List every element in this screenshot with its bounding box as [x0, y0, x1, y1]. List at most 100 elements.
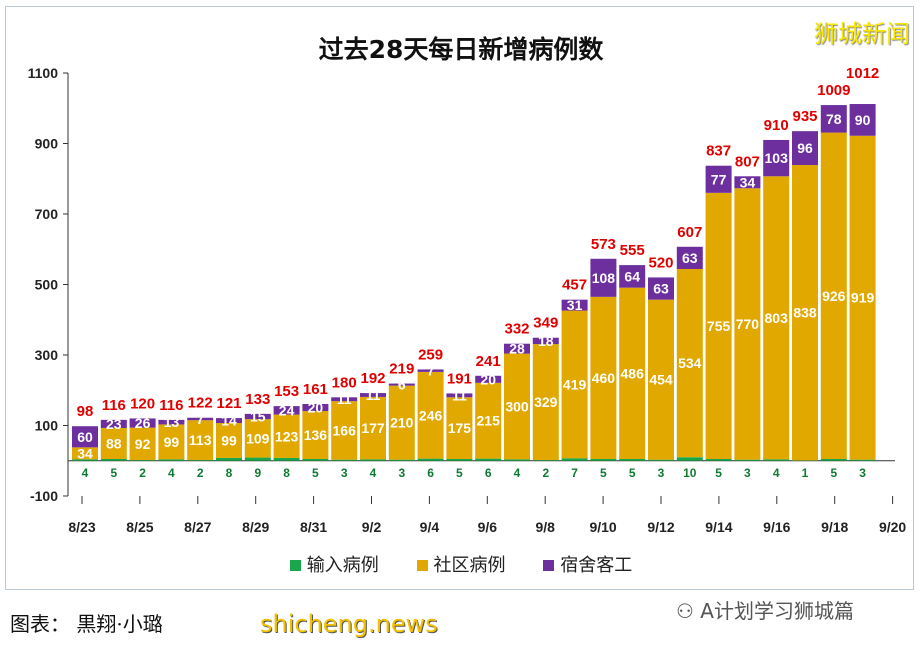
bar-segment	[158, 459, 185, 461]
legend-item: 输入病例	[289, 555, 379, 576]
bar-segment	[475, 458, 502, 461]
bar-segment	[72, 426, 98, 448]
brand-logo: 狮城新闻	[814, 20, 910, 48]
bar-segment	[676, 246, 703, 269]
bar-segment	[129, 460, 156, 461]
chart-plot: -100 100 300 500 700 900 1100 8/23 8/25 8/27 8/29 8…	[28, 65, 907, 535]
total-label: 807	[735, 153, 760, 170]
data-label: 3	[859, 466, 866, 480]
data-label: 123	[275, 428, 299, 444]
bar-segment	[705, 192, 732, 459]
bar-segment	[475, 382, 502, 459]
data-label: 4	[168, 466, 175, 480]
legend-swatch	[289, 560, 301, 571]
total-label: 573	[591, 236, 616, 253]
data-label: 300	[505, 398, 529, 414]
total-label: 935	[792, 108, 817, 125]
data-label: 24	[279, 402, 295, 418]
total-label: 1012	[846, 65, 879, 82]
total-label: 241	[476, 353, 501, 370]
bar-segment	[244, 419, 271, 458]
data-label: 20	[308, 400, 324, 416]
bar-segment	[532, 344, 559, 461]
data-label: 803	[765, 310, 789, 326]
total-label: 910	[764, 117, 789, 134]
bar-segment	[187, 420, 214, 461]
bar-segment	[763, 139, 790, 177]
data-label: 34	[77, 445, 93, 461]
data-label: 20	[480, 371, 496, 387]
data-label: 329	[534, 394, 558, 410]
total-label: 191	[447, 370, 472, 387]
legend-label: 输入病例	[306, 555, 379, 576]
legend-item: 社区病例	[416, 555, 506, 576]
bar-segment	[849, 459, 876, 461]
chart-frame	[5, 6, 914, 590]
data-label: 26	[135, 415, 151, 431]
bar-segment	[590, 296, 617, 459]
bar-segment	[446, 458, 473, 461]
bar-segment	[273, 457, 300, 461]
data-label: 460	[592, 370, 616, 386]
bar-segment	[532, 460, 559, 461]
data-label: 99	[221, 432, 237, 448]
data-label: 8	[226, 466, 233, 480]
data-label: 60	[77, 429, 93, 445]
legend: 输入病例 社区病例 宿舍客工	[0, 551, 922, 577]
data-label: 246	[419, 407, 443, 423]
bar-segment	[446, 393, 473, 398]
bar-segment	[619, 458, 646, 461]
bar-segment	[504, 459, 530, 461]
total-label: 555	[620, 242, 645, 259]
bar-segment	[158, 424, 185, 460]
data-label: 28	[509, 341, 525, 357]
data-label: 5	[830, 466, 837, 480]
total-label: 120	[130, 395, 155, 412]
data-label: 1	[802, 466, 809, 480]
data-label: 454	[649, 372, 673, 388]
data-label: 88	[106, 435, 122, 451]
x-tick-label: 9/12	[647, 519, 674, 535]
y-tick-label: 300	[35, 347, 59, 363]
data-label: 5	[110, 466, 117, 480]
data-label: 3	[398, 466, 405, 480]
bar-segment	[561, 299, 588, 311]
bar-segment	[216, 418, 242, 424]
total-label: 607	[677, 224, 702, 241]
total-label: 161	[303, 381, 328, 398]
y-tick-label: 900	[35, 136, 59, 152]
bar-segment	[216, 423, 242, 458]
bar-segment	[734, 188, 761, 460]
watermark: shicheng.news	[260, 610, 438, 638]
legend-label: 社区病例	[433, 555, 506, 576]
data-label: 5	[715, 466, 722, 480]
bar-segment	[792, 131, 818, 166]
data-label: 109	[246, 430, 270, 446]
data-label: 90	[855, 112, 871, 128]
bar-segment	[820, 105, 847, 133]
bar-segment	[331, 397, 358, 402]
total-label: 98	[77, 403, 94, 420]
bar-segment	[417, 458, 444, 461]
data-label: 177	[361, 420, 385, 436]
wechat-icon: ⚇	[676, 599, 701, 623]
bar-segment	[561, 310, 588, 459]
bar-segment	[388, 383, 415, 386]
total-label: 116	[159, 397, 183, 414]
credit: 图表： 黒翔·小璐	[10, 612, 163, 636]
data-label: 5	[600, 466, 607, 480]
bar-segment	[187, 460, 214, 461]
data-label: 210	[390, 415, 414, 431]
bar-segment	[705, 458, 732, 461]
data-label: 838	[793, 305, 817, 321]
legend-label: 宿舍客工	[560, 555, 633, 576]
data-label: 166	[333, 422, 357, 438]
bar-segment	[360, 396, 386, 460]
data-label: 2	[197, 466, 204, 480]
data-label: 34	[740, 174, 756, 190]
data-label: 113	[189, 432, 212, 448]
data-label: 77	[711, 171, 727, 187]
bar-segment	[619, 265, 646, 288]
data-label: 63	[682, 250, 698, 266]
data-label: 6	[427, 466, 434, 480]
